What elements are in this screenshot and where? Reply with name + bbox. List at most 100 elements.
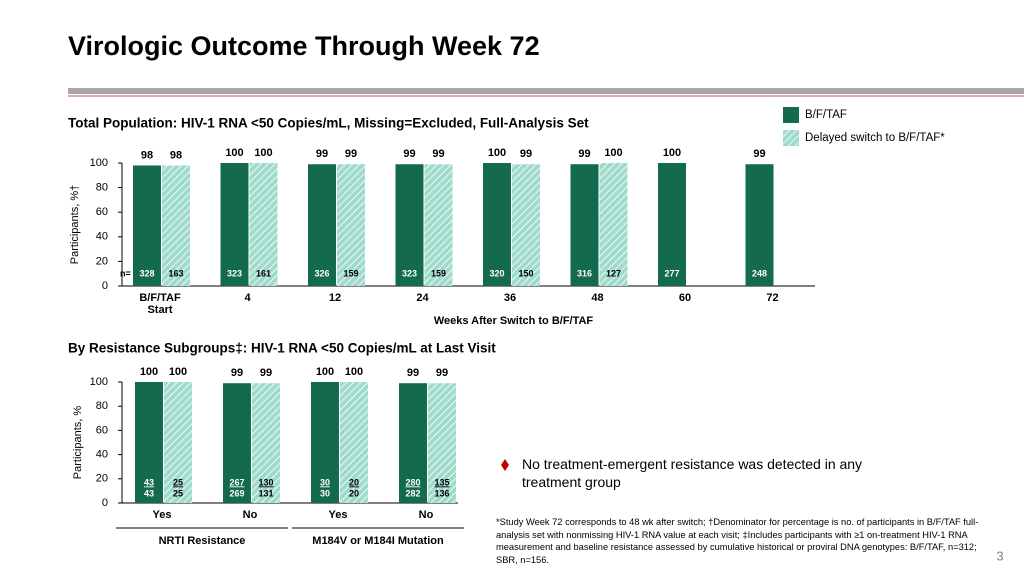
value-label: 99 (260, 367, 272, 379)
n-label: 328 (139, 268, 154, 278)
title-rule (68, 88, 1024, 94)
n-label: 163 (168, 268, 183, 278)
value-label: 99 (436, 367, 448, 379)
y-tick-label: 80 (96, 400, 108, 412)
y-tick-label: 60 (96, 206, 108, 218)
n-label: 323 (227, 268, 242, 278)
n-label: 248 (752, 268, 767, 278)
group-label: M184V or M184I Mutation (312, 535, 444, 547)
bar (483, 163, 511, 286)
numerator: 280 (405, 477, 420, 487)
x-tick-label: Yes (328, 509, 348, 521)
x-tick-label: 24 (416, 292, 429, 304)
value-label: 99 (432, 148, 444, 160)
x-tick-label: B/F/TAF Start (139, 292, 181, 316)
n-prefix: n= (120, 268, 131, 278)
bar (311, 382, 339, 503)
value-label: 100 (140, 366, 158, 378)
bar (308, 164, 336, 286)
value-label: 100 (488, 147, 506, 159)
numerator: 135 (434, 477, 449, 487)
group-label: NRTI Resistance (159, 535, 246, 547)
y-axis-label: Participants, % (72, 406, 84, 480)
bar (223, 383, 251, 503)
bar (340, 382, 368, 503)
value-label: 99 (407, 367, 419, 379)
n-label: 159 (343, 268, 358, 278)
x-tick-label: 72 (766, 292, 779, 304)
bullet-icon (501, 459, 509, 471)
slide-title: Virologic Outcome Through Week 72 (68, 31, 540, 61)
n-label: 277 (664, 268, 679, 278)
numerator: 267 (229, 477, 244, 487)
numerator: 20 (349, 477, 359, 487)
denominator: 131 (258, 488, 273, 498)
numerator: 130 (258, 477, 273, 487)
n-label: 161 (256, 268, 271, 278)
value-label: 99 (520, 148, 532, 160)
bar (220, 163, 249, 286)
bar (399, 383, 427, 503)
value-label: 100 (169, 366, 187, 378)
value-label: 100 (663, 147, 681, 159)
n-label: 326 (314, 268, 329, 278)
numerator: 43 (144, 477, 154, 487)
y-tick-label: 100 (90, 157, 108, 169)
denominator: 30 (320, 488, 330, 498)
value-label: 99 (345, 148, 357, 160)
bar (162, 165, 190, 286)
x-tick-label: 60 (678, 292, 692, 304)
denominator: 43 (144, 488, 154, 498)
y-tick-label: 60 (96, 424, 108, 436)
legend-label: B/F/TAF (805, 109, 847, 121)
bar (658, 163, 686, 286)
footnote: *Study Week 72 corresponds to 48 wk afte… (496, 517, 979, 565)
bar (424, 164, 453, 286)
denominator: 20 (349, 488, 359, 498)
value-label: 99 (231, 367, 243, 379)
denominator: 136 (434, 488, 449, 498)
denominator: 25 (173, 488, 183, 498)
x-tick-label: 36 (503, 292, 517, 304)
bullet-text: No treatment-emergent resistance was det… (522, 456, 863, 490)
bar (135, 382, 163, 503)
n-label: 320 (489, 268, 504, 278)
legend-swatch (783, 107, 799, 123)
bar (428, 383, 456, 503)
n-label: 316 (577, 268, 592, 278)
y-tick-label: 20 (96, 473, 108, 485)
bar (133, 165, 161, 286)
y-tick-label: 20 (96, 255, 108, 267)
value-label: 99 (316, 148, 328, 160)
x-tick-label: Yes (152, 509, 172, 521)
page-number: 3 (996, 548, 1003, 563)
value-label: 99 (578, 148, 590, 160)
value-label: 99 (403, 148, 415, 160)
n-label: 150 (518, 268, 533, 278)
bar (337, 164, 365, 286)
numerator: 30 (320, 477, 330, 487)
y-tick-label: 80 (96, 182, 108, 194)
value-label: 100 (345, 366, 363, 378)
value-label: 100 (316, 366, 334, 378)
value-label: 99 (753, 148, 765, 160)
n-label: 127 (606, 268, 621, 278)
y-tick-label: 40 (96, 449, 108, 461)
y-axis-label: Participants, %† (69, 185, 81, 264)
y-tick-label: 0 (102, 497, 108, 509)
y-tick-label: 0 (102, 280, 108, 292)
x-tick-label: No (418, 509, 434, 521)
value-label: 100 (225, 147, 243, 159)
chart-title: By Resistance Subgroups‡: HIV-1 RNA <50 … (68, 341, 496, 356)
bar (599, 163, 628, 286)
denominator: 269 (229, 488, 244, 498)
y-tick-label: 100 (90, 376, 108, 388)
n-label: 159 (431, 268, 446, 278)
bar (745, 164, 774, 286)
bar (249, 163, 278, 286)
chart-title: Total Population: HIV-1 RNA <50 Copies/m… (68, 116, 589, 131)
bar (570, 164, 599, 286)
value-label: 98 (170, 149, 182, 161)
legend-swatch (783, 130, 799, 146)
